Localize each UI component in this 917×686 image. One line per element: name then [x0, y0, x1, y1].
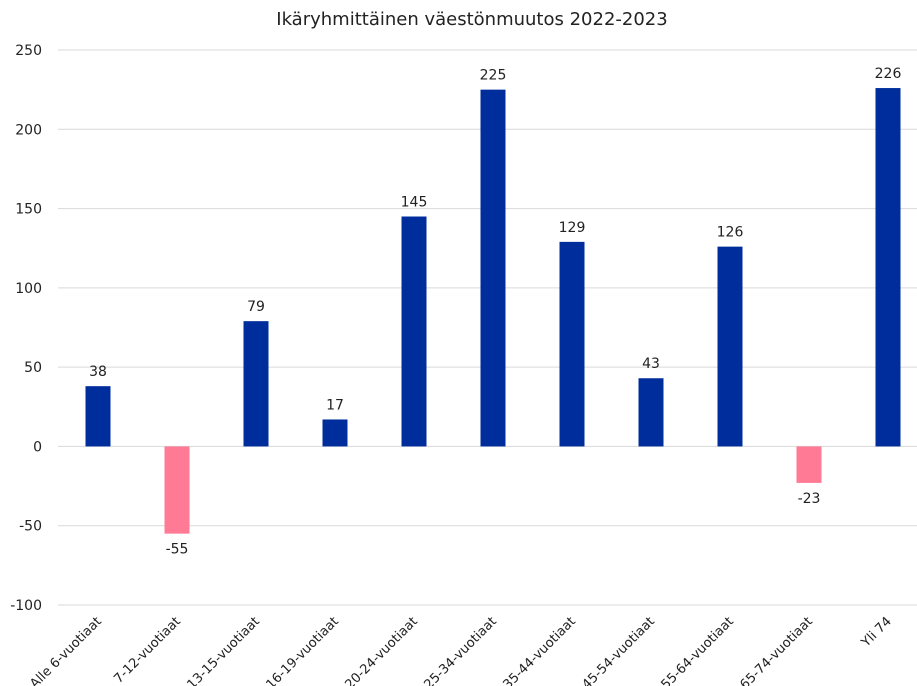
x-tick-label: 65-74-vuotiaat: [738, 614, 816, 686]
bar: [322, 419, 348, 447]
x-tick-label: 7-12-vuotiaat: [111, 614, 183, 686]
y-tick-label: -100: [10, 598, 42, 614]
data-label: 225: [480, 68, 507, 84]
chart-title: Ikäryhmittäinen väestönmuutos 2022-2023: [276, 9, 667, 30]
bar: [401, 216, 427, 447]
y-tick-label: 250: [15, 43, 42, 59]
data-label: -23: [798, 491, 821, 507]
data-label: 129: [559, 220, 586, 236]
data-label: 43: [642, 356, 660, 372]
y-tick-label: 200: [15, 122, 42, 138]
data-label: 126: [717, 225, 744, 241]
y-tick-label: 150: [15, 202, 42, 218]
x-axis-categories: Alle 6-vuotiaat 7-12-vuotiaat 13-15-vuotia…: [27, 614, 894, 686]
data-labels: 38 -55 79 17 145 225 129 43 126 -23 226: [89, 66, 901, 558]
bar: [875, 88, 901, 447]
y-tick-label: -50: [19, 519, 42, 535]
y-tick-label: 0: [33, 439, 42, 455]
y-axis-ticks: 250 200 150 100 50 0 -50 -100: [10, 43, 42, 614]
bar: [559, 241, 585, 447]
x-tick-label: 55-64-vuotiaat: [659, 614, 737, 686]
data-label: 145: [401, 195, 428, 211]
x-tick-label: 13-15-vuotiaat: [185, 614, 263, 686]
bars: [85, 88, 901, 534]
bar: [638, 378, 664, 447]
bar: [164, 446, 190, 534]
x-tick-label: 25-34-vuotiaat: [422, 614, 500, 686]
bar: [717, 246, 743, 447]
data-label: 17: [326, 397, 344, 413]
data-label: 79: [247, 299, 265, 315]
x-tick-label: 45-54-vuotiaat: [580, 614, 658, 686]
x-tick-label: Yli 74: [858, 614, 895, 651]
bar: [85, 386, 111, 447]
x-tick-label: 20-24-vuotiaat: [343, 614, 421, 686]
data-label: 226: [875, 66, 902, 82]
y-tick-label: 50: [24, 360, 42, 376]
bar: [480, 89, 506, 447]
data-label: -55: [166, 542, 189, 558]
data-label: 38: [89, 364, 107, 380]
x-tick-label: Alle 6-vuotiaat: [27, 614, 104, 686]
bar: [796, 446, 822, 483]
x-tick-label: 35-44-vuotiaat: [501, 614, 579, 686]
x-tick-label: 16-19-vuotiaat: [264, 614, 342, 686]
bar: [243, 321, 269, 447]
y-tick-label: 100: [15, 281, 42, 297]
